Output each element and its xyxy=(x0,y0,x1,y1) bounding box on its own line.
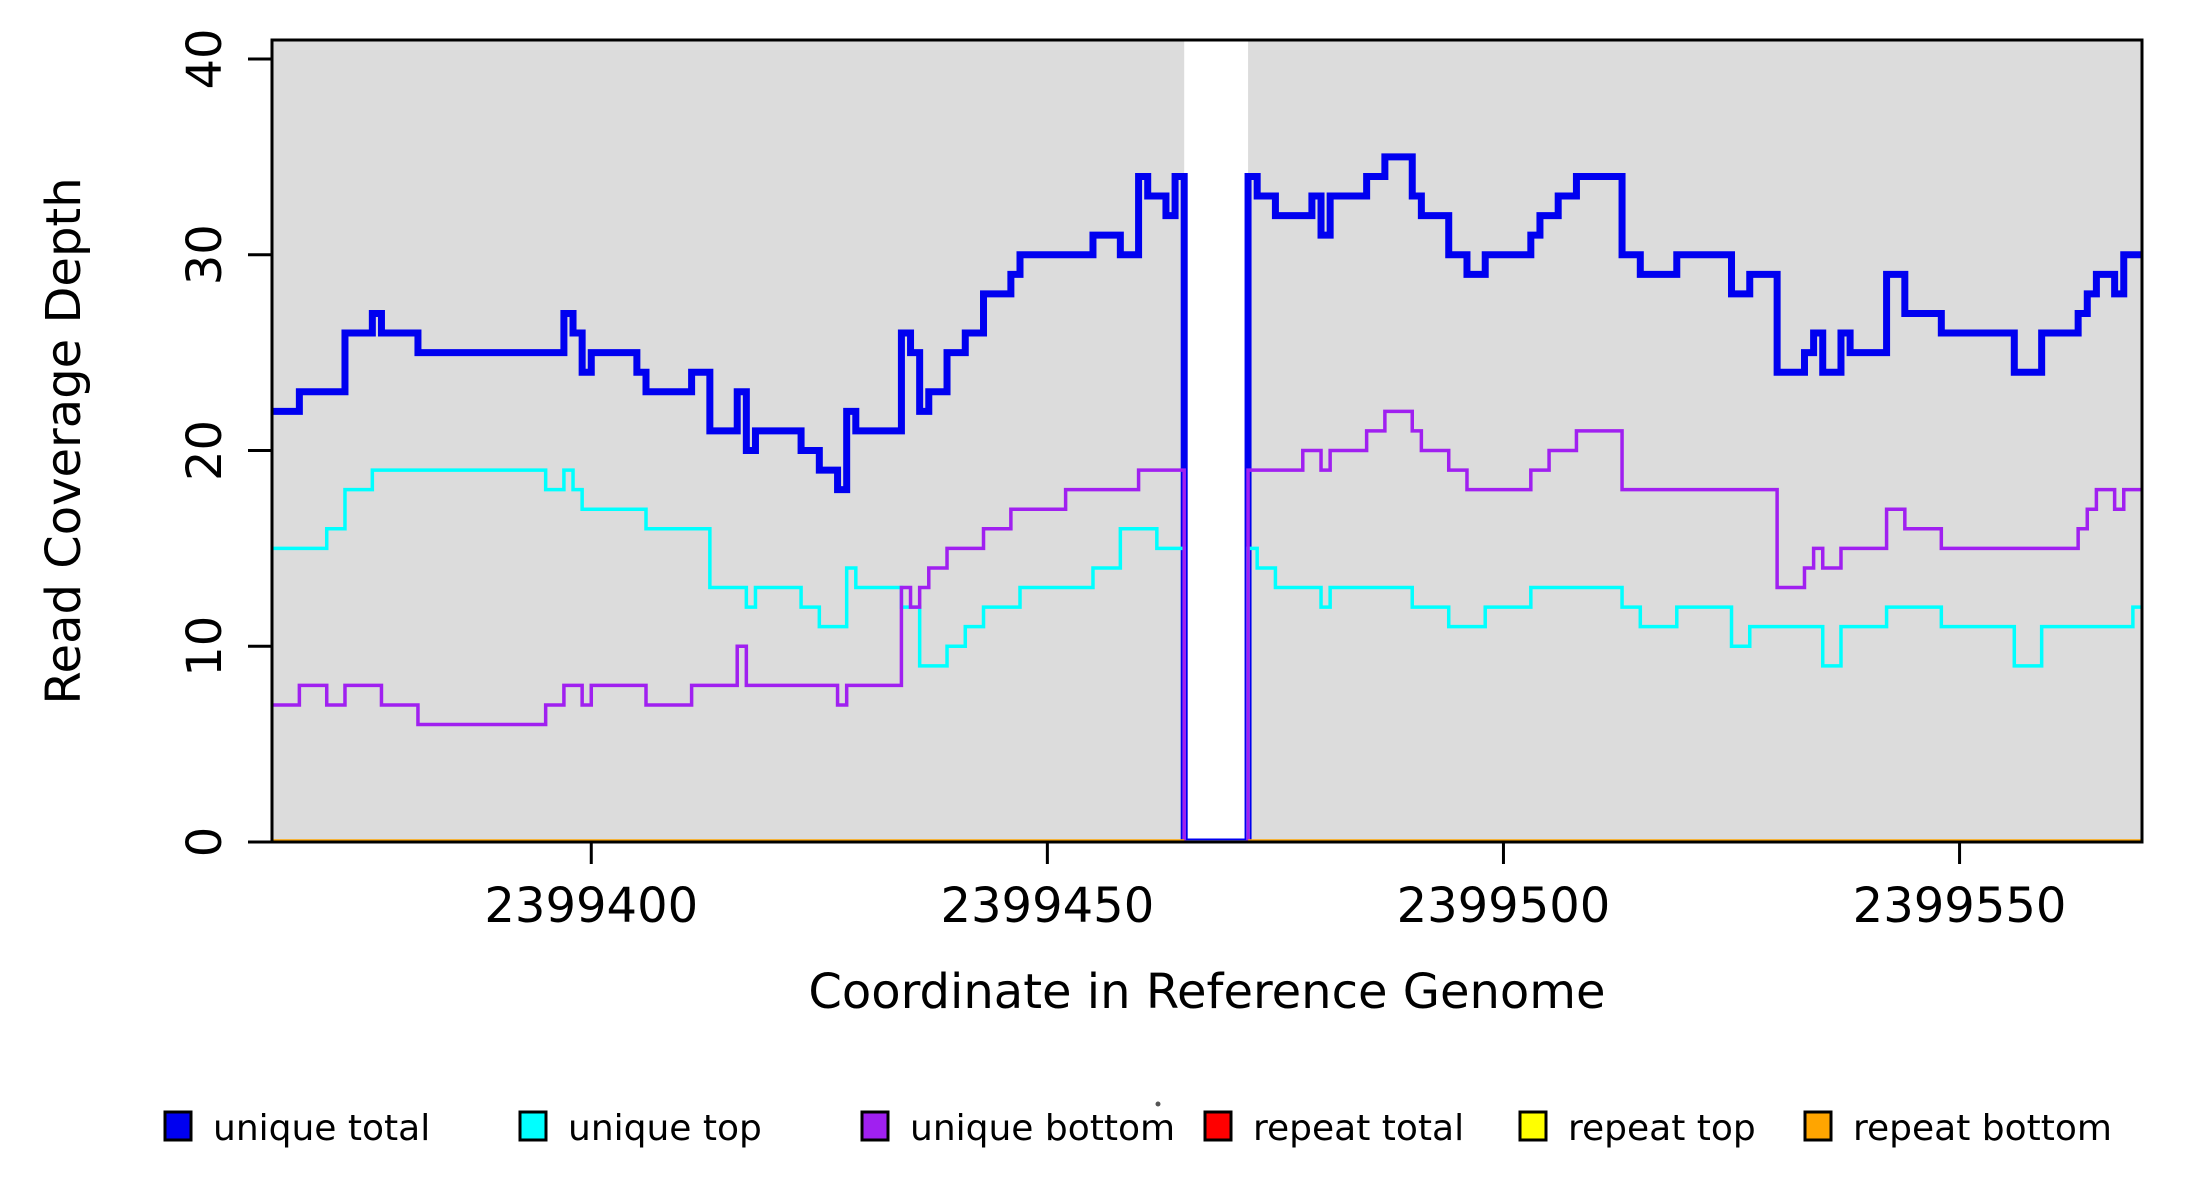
legend-label: repeat bottom xyxy=(1853,1108,2112,1149)
y-tick-label: 30 xyxy=(177,224,233,285)
legend-swatch-repeat-bottom xyxy=(1803,1110,1833,1142)
series-line-unique-bottom xyxy=(272,409,2142,842)
x-axis: 2399400 2399450 2399500 2399550 xyxy=(484,842,2066,934)
legend-item-unique-top: unique top xyxy=(518,1108,762,1149)
y-axis: 0 10 20 30 40 xyxy=(177,28,272,857)
legend-label: repeat total xyxy=(1253,1108,1464,1149)
legend-item-repeat-top: repeat top xyxy=(1518,1108,1756,1149)
y-axis-title: Read Coverage Depth xyxy=(36,177,92,704)
y-tick-label: 20 xyxy=(177,420,233,481)
coverage-gap-band xyxy=(1184,40,1249,842)
legend-swatch-unique-bottom xyxy=(860,1110,890,1142)
x-tick-label: 2399550 xyxy=(1853,878,2067,934)
legend-swatch-repeat-total xyxy=(1203,1110,1233,1142)
x-tick-label: 2399450 xyxy=(940,878,1154,934)
series-line-unique-top xyxy=(272,468,2142,842)
y-tick-label: 0 xyxy=(177,827,233,858)
artifact-dot xyxy=(1155,1101,1161,1107)
legend-swatch-unique-top xyxy=(518,1110,548,1142)
legend-label: unique total xyxy=(213,1108,430,1149)
y-tick-label: 10 xyxy=(177,616,233,677)
y-tick-label: 40 xyxy=(177,28,233,89)
x-axis-title: Coordinate in Reference Genome xyxy=(808,964,1605,1020)
legend-swatch-repeat-top xyxy=(1518,1110,1548,1142)
legend-item-unique-total: unique total xyxy=(163,1108,430,1149)
x-tick-label: 2399400 xyxy=(484,878,698,934)
plot-border xyxy=(270,38,2144,844)
legend-item-repeat-total: repeat total xyxy=(1203,1108,1464,1149)
legend-item-unique-bottom: unique bottom xyxy=(860,1108,1175,1149)
chart-legend: unique total unique top unique bottom repea… xyxy=(163,1108,2112,1149)
legend-label: unique top xyxy=(568,1108,762,1149)
legend-item-repeat-bottom: repeat bottom xyxy=(1803,1108,2112,1149)
legend-swatch-unique-total xyxy=(163,1110,193,1142)
legend-label: repeat top xyxy=(1568,1108,1756,1149)
legend-label: unique bottom xyxy=(910,1108,1175,1149)
x-tick-label: 2399500 xyxy=(1397,878,1611,934)
